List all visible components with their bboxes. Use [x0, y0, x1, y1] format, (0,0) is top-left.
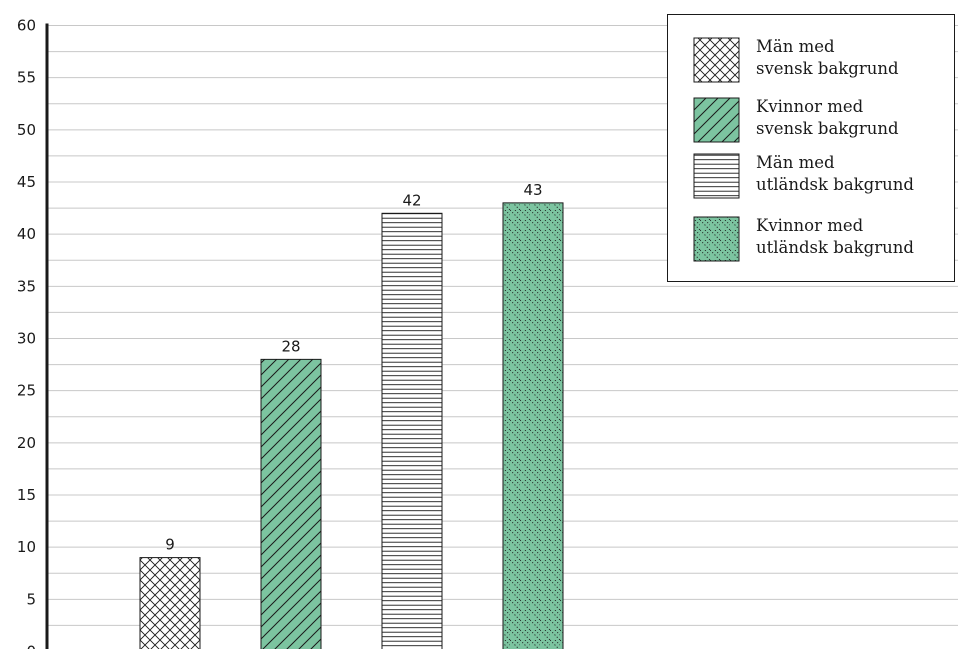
y-tick-label: 50: [17, 121, 36, 139]
y-tick-label: 25: [17, 382, 36, 400]
y-tick-label: 30: [17, 330, 36, 348]
legend-label: utländsk bakgrund: [756, 238, 914, 257]
legend: Män med svensk bakgrund Kvinnor med svensk …: [667, 14, 955, 282]
legend-swatch: [693, 153, 740, 199]
y-tick-label: 10: [17, 538, 36, 556]
y-tick-label: 60: [17, 17, 36, 35]
y-tick-label: 15: [17, 486, 36, 504]
y-tick-label: 5: [26, 590, 36, 608]
y-tick-label: 40: [17, 225, 36, 243]
y-tick-label: 0: [26, 643, 36, 649]
legend-label: Kvinnor med: [756, 97, 864, 116]
bar: [139, 557, 201, 649]
bar: [381, 212, 443, 649]
y-tick-label: 45: [17, 173, 36, 191]
legend-swatch: [693, 97, 740, 143]
y-tick-label: 35: [17, 277, 36, 295]
bar-value-label: 28: [281, 337, 300, 355]
bar: [260, 358, 322, 649]
legend-label: svensk bakgrund: [756, 119, 899, 138]
legend-label: Kvinnor med: [756, 216, 864, 235]
bar: [502, 202, 564, 649]
legend-swatch: [693, 216, 740, 262]
legend-label: utländsk bakgrund: [756, 175, 914, 194]
legend-label: Män med: [756, 153, 835, 172]
bars: 9 28 42 43: [139, 181, 564, 649]
bar-value-label: 42: [402, 191, 421, 209]
legend-label: Män med: [756, 37, 835, 56]
legend-swatch: [693, 37, 740, 83]
y-tick-label: 55: [17, 69, 36, 87]
bar-value-label: 43: [523, 181, 542, 199]
y-tick-label: 20: [17, 434, 36, 452]
y-axis: 0 5 10 15 20 25 30 35 40 45 50 55 60: [17, 17, 49, 649]
bar-value-label: 9: [165, 536, 175, 554]
legend-label: svensk bakgrund: [756, 59, 899, 78]
